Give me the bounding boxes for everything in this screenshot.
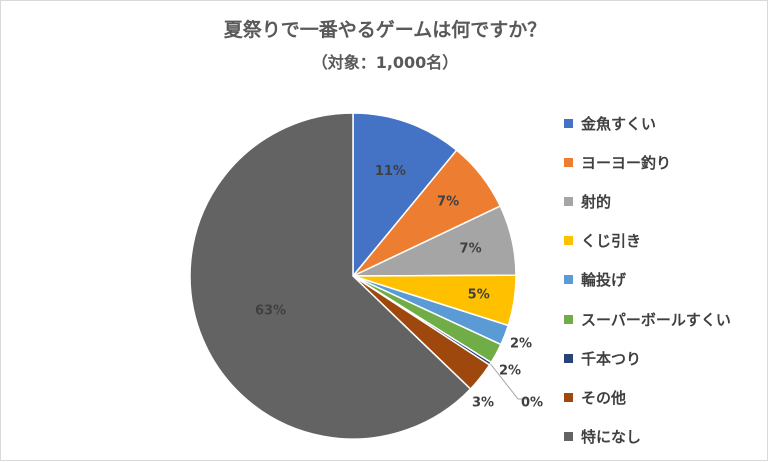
legend-swatch (564, 353, 573, 363)
legend-item: 特になし (564, 417, 764, 456)
data-label: 2% (510, 337, 532, 352)
legend-item: 金魚すくい (564, 104, 764, 143)
legend-swatch (564, 119, 573, 129)
pie-slice (189, 112, 472, 440)
pie-slice (352, 112, 458, 279)
legend-label: スーパーボールすくい (581, 310, 731, 329)
legend-label: その他 (581, 388, 627, 407)
legend-item: 射的 (564, 182, 764, 221)
legend-label: 射的 (581, 193, 612, 212)
chart-title: 夏祭りで一番やるゲームは何ですか？ (223, 19, 547, 41)
legend-swatch (564, 236, 573, 246)
data-label: 0% (521, 396, 543, 411)
legend-label: くじ引き (581, 232, 642, 251)
data-label: 2% (499, 364, 521, 379)
legend-label: 金魚すくい (581, 115, 657, 134)
data-label: 7% (460, 242, 482, 257)
legend-label: 千本つり (581, 349, 642, 368)
legend-swatch (564, 158, 573, 168)
legend-item: くじ引き (564, 221, 764, 260)
legend-item: スーパーボールすくい (564, 299, 764, 338)
legend: 金魚すくいヨーヨー釣り 射的くじ引き輪投げスーパーボールすくい 千本つりその他特にな… (564, 104, 764, 456)
data-label: 63% (255, 304, 286, 319)
data-label: 11% (375, 164, 406, 179)
legend-item: その他 (564, 378, 764, 417)
data-label: 3% (472, 396, 494, 411)
legend-swatch (564, 275, 573, 285)
data-label: 7% (437, 194, 459, 209)
legend-label: 特になし (581, 427, 642, 446)
legend-item: 輪投げ (564, 260, 764, 299)
legend-swatch (564, 197, 573, 207)
leader-line (490, 363, 528, 400)
legend-item: 千本つり (564, 339, 764, 378)
legend-swatch (564, 314, 573, 324)
legend-item: ヨーヨー釣り (564, 143, 764, 182)
legend-swatch (564, 392, 573, 402)
chart-subtitle: （対象：1,000名） (311, 53, 459, 72)
legend-label: ヨーヨー釣り (581, 154, 672, 173)
data-label: 5% (468, 288, 490, 303)
legend-swatch (564, 431, 573, 441)
legend-label: 輪投げ (581, 271, 627, 290)
